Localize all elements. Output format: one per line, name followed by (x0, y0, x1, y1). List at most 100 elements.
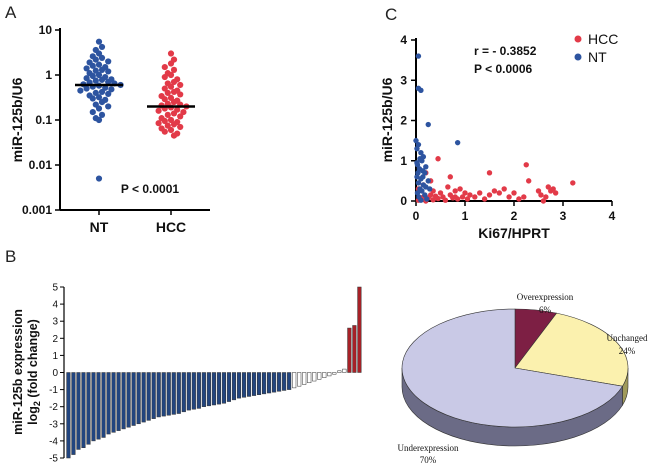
panel-b-bar (282, 372, 287, 391)
panel-a-point-hcc (164, 89, 171, 97)
panel-a-x-tick-label: NT (90, 219, 109, 235)
panel-b-bar (251, 372, 257, 396)
panel-c-point-hcc (540, 198, 547, 204)
panel-b-y-label-rest: (fold change) (26, 319, 40, 401)
panel-label-c: C (385, 5, 397, 24)
pie-label-underexpression: Underexpression (398, 443, 459, 453)
panel-a-point-nt (98, 54, 106, 61)
panel-a-point-nt (89, 62, 96, 69)
pie-slice-underexpression (401, 308, 623, 428)
panel-a-point-nt (98, 76, 106, 83)
panel-b-y-tick-label: -2 (49, 402, 58, 413)
panel-b-y-tick-label: 3 (52, 317, 58, 328)
panel-b-bar (156, 372, 161, 418)
panel-a-point-hcc (167, 116, 175, 124)
panel-a-point-hcc (161, 73, 168, 81)
panel-c-point-hcc (506, 194, 512, 200)
panel-b-y-tick-label: -1 (49, 385, 58, 396)
panel-c-point-hcc (428, 192, 434, 198)
panel-b-bar (327, 372, 332, 377)
panel-b-bar (342, 368, 347, 373)
panel-c-point-hcc (545, 184, 551, 190)
panel-a-y-tick-label: 0.01 (29, 158, 53, 172)
panel-b-y-tick-label: -3 (49, 419, 58, 430)
panel-a-point-nt (89, 108, 96, 116)
panel-c-point-hcc (543, 194, 549, 200)
panel-c-p-annotation: P < 0.0006 (474, 62, 532, 76)
panel-b-bar (176, 372, 181, 414)
panel-b-y-label-sub: 2 (32, 401, 42, 406)
panel-a-point-hcc (155, 107, 162, 114)
panel-a-point-hcc (180, 108, 187, 116)
panel-c-point-hcc (550, 186, 556, 192)
panel-c-chart: miR-125b/U6 Ki67/HPRT r = - 0.3852 P < 0… (379, 31, 618, 241)
panel-b-bar (96, 372, 101, 440)
panel-a-point-nt (92, 67, 99, 74)
panel-label-a: A (5, 3, 17, 22)
panel-b-bar (211, 372, 216, 406)
panel-c-y-axis-label: miR-125b/U6 (379, 77, 395, 162)
panel-b-bar (221, 372, 226, 404)
panel-a-point-hcc (164, 122, 171, 129)
panel-b-bar (307, 372, 312, 384)
panel-b-bar (146, 372, 151, 421)
panel-b-bar (161, 372, 166, 417)
panel-c-point-nt (425, 178, 431, 184)
panel-c-point-hcc (447, 174, 453, 180)
panel-c-point-hcc (552, 190, 559, 196)
panel-a-point-nt (95, 61, 103, 68)
pie-pct-overexpression: 6% (539, 305, 552, 315)
panel-b-y-tick-label: 0 (52, 368, 58, 379)
panel-c-point-hcc (435, 156, 441, 162)
panel-a-point-hcc (161, 117, 168, 125)
panel-a-point-nt (83, 65, 90, 72)
panel-a-point-nt (83, 75, 90, 82)
panel-c-point-nt (420, 174, 426, 180)
panel-c-y-tick-label: 0 (400, 194, 407, 208)
panel-b-bar (352, 325, 357, 373)
pie-label-unchanged: Unchanged (607, 333, 648, 343)
panel-b-bar (357, 286, 362, 373)
panel-c-point-hcc (452, 194, 458, 200)
pie-chart: Overexpression 6% Unchanged 24% Underexp… (398, 292, 648, 465)
panel-c-x-tick-label: 2 (511, 209, 518, 223)
panel-b-bar (231, 372, 237, 401)
panel-c-point-nt (423, 164, 429, 170)
panel-a-point-nt (98, 43, 106, 51)
panel-b-bar (126, 372, 131, 428)
panel-b-bar (256, 372, 262, 395)
panel-b-bar (347, 327, 352, 373)
panel-c-point-hcc (442, 197, 449, 203)
panel-c-point-hcc (570, 180, 576, 186)
panel-a-point-hcc (177, 81, 184, 89)
legend-label-nt: NT (588, 49, 607, 65)
panel-a-point-nt (98, 111, 106, 118)
panel-a-point-hcc (170, 98, 178, 106)
panel-b-y-axis-label-2: log2 (fold change) (26, 319, 42, 425)
panel-a-point-nt (89, 72, 96, 80)
panel-a-point-nt (105, 90, 112, 98)
panel-a-point-nt (95, 105, 103, 112)
panel-b-bar (166, 372, 171, 416)
panel-b-y-label-line1: miR-125b expression (11, 309, 25, 435)
panel-c-point-hcc (486, 192, 493, 198)
panel-c-point-hcc (521, 194, 527, 200)
panel-b-bar (191, 372, 196, 410)
panel-b-bar (141, 372, 146, 423)
panel-b-bar (317, 372, 322, 380)
panel-c-point-nt (418, 87, 424, 94)
panel-b-bar (287, 372, 292, 390)
panel-a-y-tick-label: 0.1 (35, 113, 52, 127)
panel-b-bar (292, 372, 297, 389)
panel-a-point-hcc (170, 121, 178, 128)
panel-a-y-tick-label: 10 (39, 23, 53, 37)
panel-b-y-label-log: log (26, 406, 40, 425)
panel-c-point-nt (415, 180, 422, 186)
panel-c-x-axis-label: Ki67/HPRT (478, 225, 550, 241)
panel-c-point-hcc (457, 186, 463, 192)
panel-a-point-hcc (167, 126, 175, 134)
panel-b-y-tick-label: 5 (52, 283, 58, 294)
panel-b-bar (86, 372, 91, 445)
panel-b-bar (206, 372, 211, 407)
